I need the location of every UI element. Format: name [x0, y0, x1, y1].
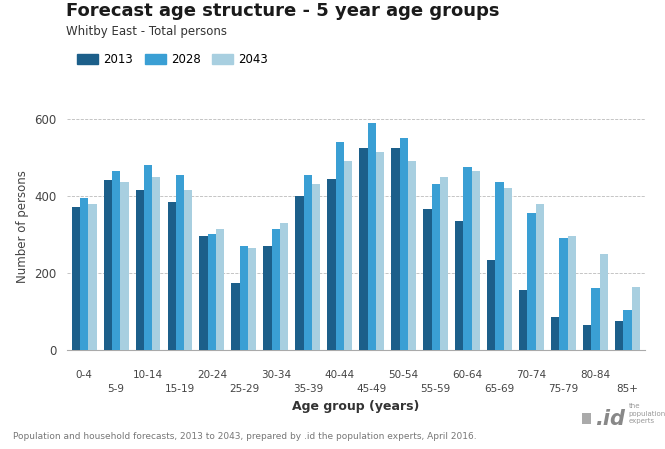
Legend: 2013, 2028, 2043: 2013, 2028, 2043 — [72, 48, 273, 71]
Bar — [440, 176, 448, 350]
Bar — [280, 223, 289, 350]
Text: 5-9: 5-9 — [108, 384, 124, 394]
Bar — [391, 148, 400, 350]
Bar — [519, 291, 527, 350]
Text: 60-64: 60-64 — [453, 370, 483, 380]
Text: .id: .id — [595, 409, 625, 429]
Bar — [423, 209, 432, 350]
Text: Whitby East - Total persons: Whitby East - Total persons — [66, 25, 227, 38]
Bar — [168, 202, 176, 350]
Bar — [504, 188, 512, 350]
Text: 80-84: 80-84 — [581, 370, 610, 380]
Bar — [487, 260, 495, 350]
Bar — [368, 123, 376, 350]
Bar — [344, 161, 352, 350]
Bar — [88, 203, 96, 350]
Bar — [559, 238, 568, 350]
Bar — [263, 246, 272, 350]
Text: 30-34: 30-34 — [261, 370, 291, 380]
Bar — [120, 182, 128, 350]
Bar — [327, 179, 336, 350]
Bar — [144, 165, 152, 350]
Bar — [551, 317, 559, 350]
Bar — [295, 196, 304, 350]
Text: 55-59: 55-59 — [420, 384, 451, 394]
Y-axis label: Number of persons: Number of persons — [16, 170, 29, 283]
Text: 50-54: 50-54 — [388, 370, 419, 380]
Text: 85+: 85+ — [616, 384, 638, 394]
Bar — [304, 175, 312, 350]
Bar — [464, 167, 471, 350]
Bar — [80, 198, 88, 350]
Bar — [359, 148, 368, 350]
Bar — [336, 142, 344, 350]
Bar — [527, 213, 536, 350]
Text: 45-49: 45-49 — [356, 384, 387, 394]
Bar — [615, 321, 623, 350]
Text: 10-14: 10-14 — [133, 370, 163, 380]
Text: 15-19: 15-19 — [165, 384, 195, 394]
Bar — [376, 151, 384, 350]
Bar — [623, 310, 632, 350]
Text: 75-79: 75-79 — [549, 384, 579, 394]
Bar — [536, 203, 544, 350]
Text: 20-24: 20-24 — [197, 370, 227, 380]
Text: 35-39: 35-39 — [293, 384, 323, 394]
Bar — [112, 171, 120, 350]
Bar — [200, 236, 207, 350]
Bar — [248, 248, 257, 350]
Bar — [176, 175, 184, 350]
Text: 0-4: 0-4 — [76, 370, 92, 380]
Text: 70-74: 70-74 — [517, 370, 547, 380]
Bar — [471, 171, 480, 350]
Text: the
population
experts: the population experts — [628, 403, 665, 424]
Bar — [207, 234, 216, 350]
Bar — [152, 176, 160, 350]
Text: 40-44: 40-44 — [325, 370, 355, 380]
Text: 25-29: 25-29 — [229, 384, 259, 394]
Bar — [104, 180, 112, 350]
Text: 65-69: 65-69 — [485, 384, 515, 394]
Bar — [272, 229, 280, 350]
Bar — [408, 161, 416, 350]
Text: Forecast age structure - 5 year age groups: Forecast age structure - 5 year age grou… — [66, 2, 500, 20]
Bar — [495, 182, 504, 350]
Bar — [312, 184, 321, 350]
Bar — [432, 184, 440, 350]
Bar — [216, 229, 224, 350]
Bar — [455, 221, 464, 350]
Text: Age group (years): Age group (years) — [292, 401, 420, 414]
Bar — [240, 246, 248, 350]
Bar — [136, 190, 144, 350]
Bar — [184, 190, 192, 350]
Bar — [400, 138, 408, 350]
Bar — [583, 325, 591, 350]
Bar — [600, 254, 608, 350]
Bar — [72, 207, 80, 350]
Bar — [591, 289, 600, 350]
Bar — [632, 286, 640, 350]
Bar — [231, 283, 240, 350]
Text: Population and household forecasts, 2013 to 2043, prepared by .id the population: Population and household forecasts, 2013… — [13, 432, 477, 441]
Bar — [568, 236, 576, 350]
